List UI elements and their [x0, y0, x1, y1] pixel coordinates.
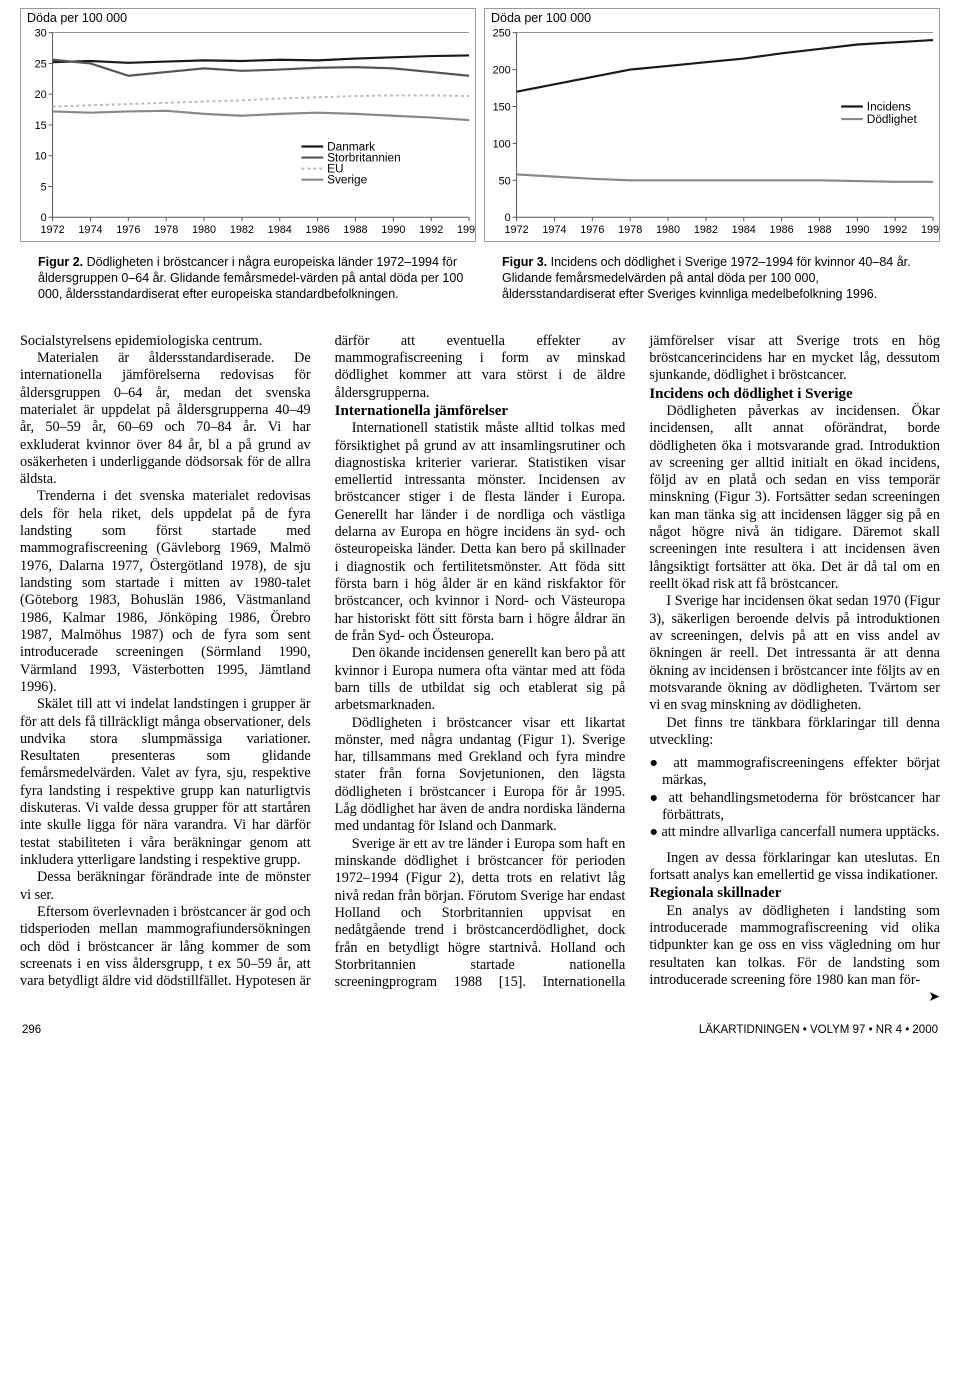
svg-text:150: 150 [493, 101, 511, 113]
journal-citation: LÄKARTIDNINGEN • VOLYM 97 • NR 4 • 2000 [699, 1024, 938, 1036]
svg-text:1984: 1984 [732, 224, 756, 236]
figure-2-ylabel: Döda per 100 000 [27, 11, 127, 25]
figure-2-svg: 0 5 10 15 20 25 30 1972 1974 1976 1978 1980 1982 1984… [21, 9, 475, 241]
figure-3-chart: Döda per 100 000 0 50 100 150 200 250 1972 1974… [484, 8, 940, 242]
para: Dödligheten påverkas av incidensen. Ökar… [649, 403, 940, 593]
svg-text:5: 5 [41, 181, 47, 193]
para: Skälet till att vi indelat landstingen i… [20, 696, 311, 869]
para: Dödligheten i bröstcancer visar ett lika… [335, 715, 626, 836]
para: Den ökande incidensen generellt kan bero… [335, 645, 626, 714]
subheading: Internationella jämförelser [335, 402, 626, 420]
page-number: 296 [22, 1024, 41, 1036]
svg-text:1990: 1990 [381, 224, 405, 236]
bullet-list: att mammografiscreeningens effekter börj… [649, 755, 940, 842]
svg-text:1982: 1982 [230, 224, 254, 236]
para: I Sverige har incidensen ökat sedan 1970… [649, 593, 940, 714]
svg-text:1976: 1976 [580, 224, 604, 236]
figure-2-chart: Döda per 100 000 0 5 10 15 20 25 30 1972 1974 197… [20, 8, 476, 242]
para-text: En analys av dödligheten i landsting som… [649, 903, 940, 988]
svg-text:1988: 1988 [807, 224, 831, 236]
svg-text:1976: 1976 [116, 224, 140, 236]
para: Trenderna i det svenska materialet redov… [20, 488, 311, 696]
para: En analys av dödligheten i landsting som… [649, 903, 940, 990]
subheading-text: Internationella jämförelser [335, 403, 508, 419]
svg-text:100: 100 [493, 138, 511, 150]
svg-text:Sverige: Sverige [327, 173, 368, 187]
body-columns: Socialstyrelsens epidemiologiska centrum… [20, 333, 940, 1007]
bullet-item: att mindre allvarliga cancerfall numera … [649, 824, 940, 841]
bullet-item: att behandlingsmetoderna för bröstcancer… [649, 790, 940, 825]
subheading-text: Incidens och dödlighet i Sverige [649, 386, 852, 402]
svg-text:200: 200 [493, 65, 511, 77]
figure-3-caption: Figur 3. Incidens och dödlighet i Sverig… [484, 254, 940, 303]
figures-row: Döda per 100 000 0 5 10 15 20 25 30 1972 1974 197… [20, 8, 940, 303]
svg-text:1978: 1978 [154, 224, 178, 236]
svg-text:1974: 1974 [542, 224, 566, 236]
svg-text:1980: 1980 [656, 224, 680, 236]
svg-text:1990: 1990 [845, 224, 869, 236]
figure-3: Döda per 100 000 0 50 100 150 200 250 1972 1974… [484, 8, 940, 303]
para: Ingen av dessa förklaringar kan utesluta… [649, 850, 940, 885]
figure-3-ylabel: Döda per 100 000 [491, 11, 591, 25]
figure-2-caption-bold: Figur 2. [38, 255, 83, 269]
subheading-text: Regionala skillnader [649, 885, 781, 901]
svg-text:20: 20 [35, 89, 47, 101]
svg-text:Dödlighet: Dödlighet [867, 112, 918, 126]
svg-text:10: 10 [35, 151, 47, 163]
svg-text:1986: 1986 [770, 224, 794, 236]
page-footer: 296 LÄKARTIDNINGEN • VOLYM 97 • NR 4 • 2… [20, 1024, 940, 1036]
svg-text:1978: 1978 [618, 224, 642, 236]
svg-text:1994: 1994 [457, 224, 475, 236]
svg-text:1980: 1980 [192, 224, 216, 236]
para: Internationell statistik måste alltid to… [335, 420, 626, 645]
para: Dessa beräkningar förändrade inte de mön… [20, 869, 311, 904]
para: Materialen är åldersstandardiserade. De … [20, 350, 311, 489]
svg-text:1994: 1994 [921, 224, 939, 236]
svg-text:0: 0 [505, 212, 511, 224]
figure-2-caption-text: Dödligheten i bröstcancer i några europe… [38, 255, 463, 302]
svg-text:1988: 1988 [343, 224, 367, 236]
continue-arrow-icon: ➤ [911, 989, 940, 1006]
svg-text:1972: 1972 [41, 224, 65, 236]
para: Socialstyrelsens epidemiologiska centrum… [20, 333, 311, 350]
bullet-item: att mammografiscreeningens effekter börj… [649, 755, 940, 790]
svg-text:250: 250 [493, 28, 511, 40]
svg-text:1984: 1984 [268, 224, 292, 236]
svg-text:30: 30 [35, 28, 47, 40]
figure-3-svg: 0 50 100 150 200 250 1972 1974 1976 1978 1980 1982 1… [485, 9, 939, 241]
svg-text:25: 25 [35, 58, 47, 70]
svg-text:1986: 1986 [306, 224, 330, 236]
figure-2: Döda per 100 000 0 5 10 15 20 25 30 1972 1974 197… [20, 8, 476, 303]
svg-text:15: 15 [35, 120, 47, 132]
subheading: Regionala skillnader [649, 884, 940, 902]
svg-text:0: 0 [41, 212, 47, 224]
figure-3-caption-bold: Figur 3. [502, 255, 547, 269]
para: Det finns tre tänkbara förklaringar till… [649, 715, 940, 750]
svg-text:50: 50 [499, 175, 511, 187]
subheading: Incidens och dödlighet i Sverige [649, 385, 940, 403]
svg-text:1974: 1974 [78, 224, 102, 236]
figure-2-caption: Figur 2. Dödligheten i bröstcancer i någ… [20, 254, 476, 303]
figure-3-caption-text: Incidens och dödlighet i Sverige 1972–19… [502, 255, 911, 302]
svg-text:1972: 1972 [505, 224, 529, 236]
svg-text:1982: 1982 [694, 224, 718, 236]
svg-text:1992: 1992 [419, 224, 443, 236]
svg-text:1992: 1992 [883, 224, 907, 236]
